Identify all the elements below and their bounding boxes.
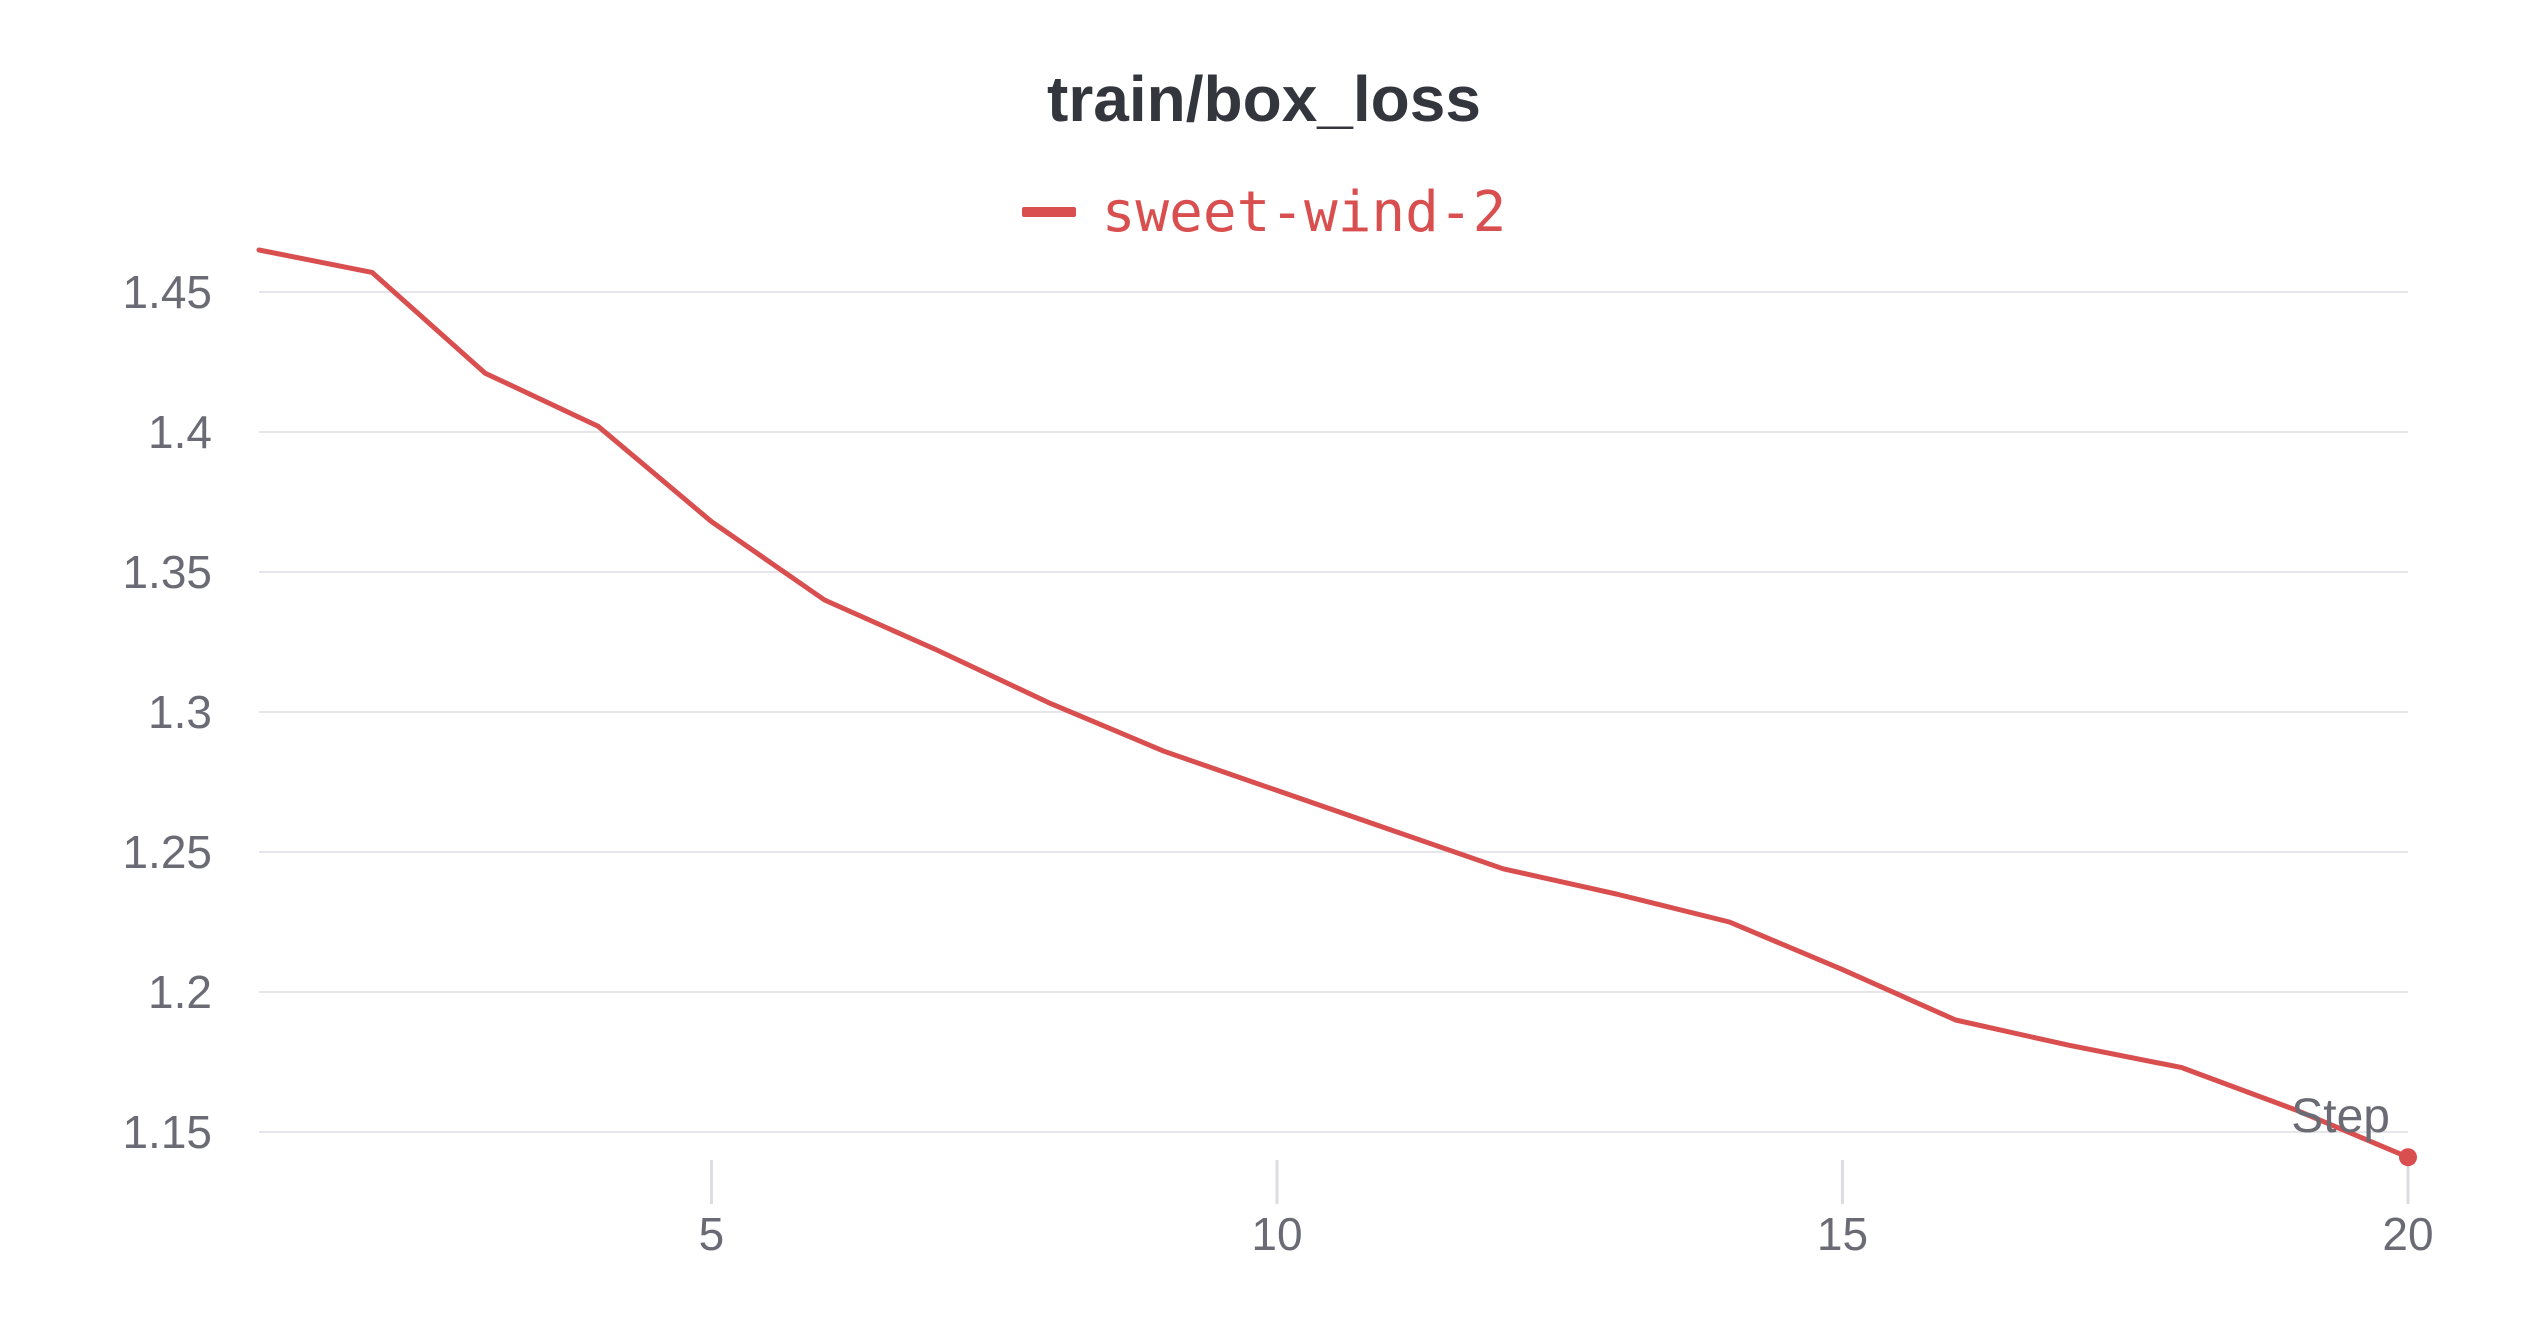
legend-item-series[interactable]: sweet-wind-2 (1021, 179, 1507, 245)
y-tick-label: 1.15 (122, 1106, 212, 1158)
x-tick-label: 10 (1251, 1208, 1302, 1260)
y-tick-label: 1.25 (122, 826, 212, 878)
series-line (256, 247, 2411, 1160)
legend-swatch (1021, 207, 1076, 217)
legend[interactable]: sweet-wind-2 (0, 166, 2528, 245)
legend-label: sweet-wind-2 (1101, 179, 1507, 245)
y-tick-label: 1.3 (148, 686, 212, 738)
y-tick-label: 1.35 (122, 546, 212, 598)
y-tick-label: 1.4 (148, 406, 212, 458)
x-tick-label: 15 (1817, 1208, 1868, 1260)
x-tick-label: 20 (2382, 1208, 2433, 1260)
chart-title: train/box_loss (1047, 63, 1481, 135)
y-tick-label: 1.2 (148, 966, 212, 1018)
series-endpoint (2399, 1148, 2417, 1167)
x-tick-label: 5 (699, 1208, 725, 1260)
x-axis-label: Step (2291, 1090, 2390, 1143)
y-tick-label: 1.45 (122, 266, 212, 318)
